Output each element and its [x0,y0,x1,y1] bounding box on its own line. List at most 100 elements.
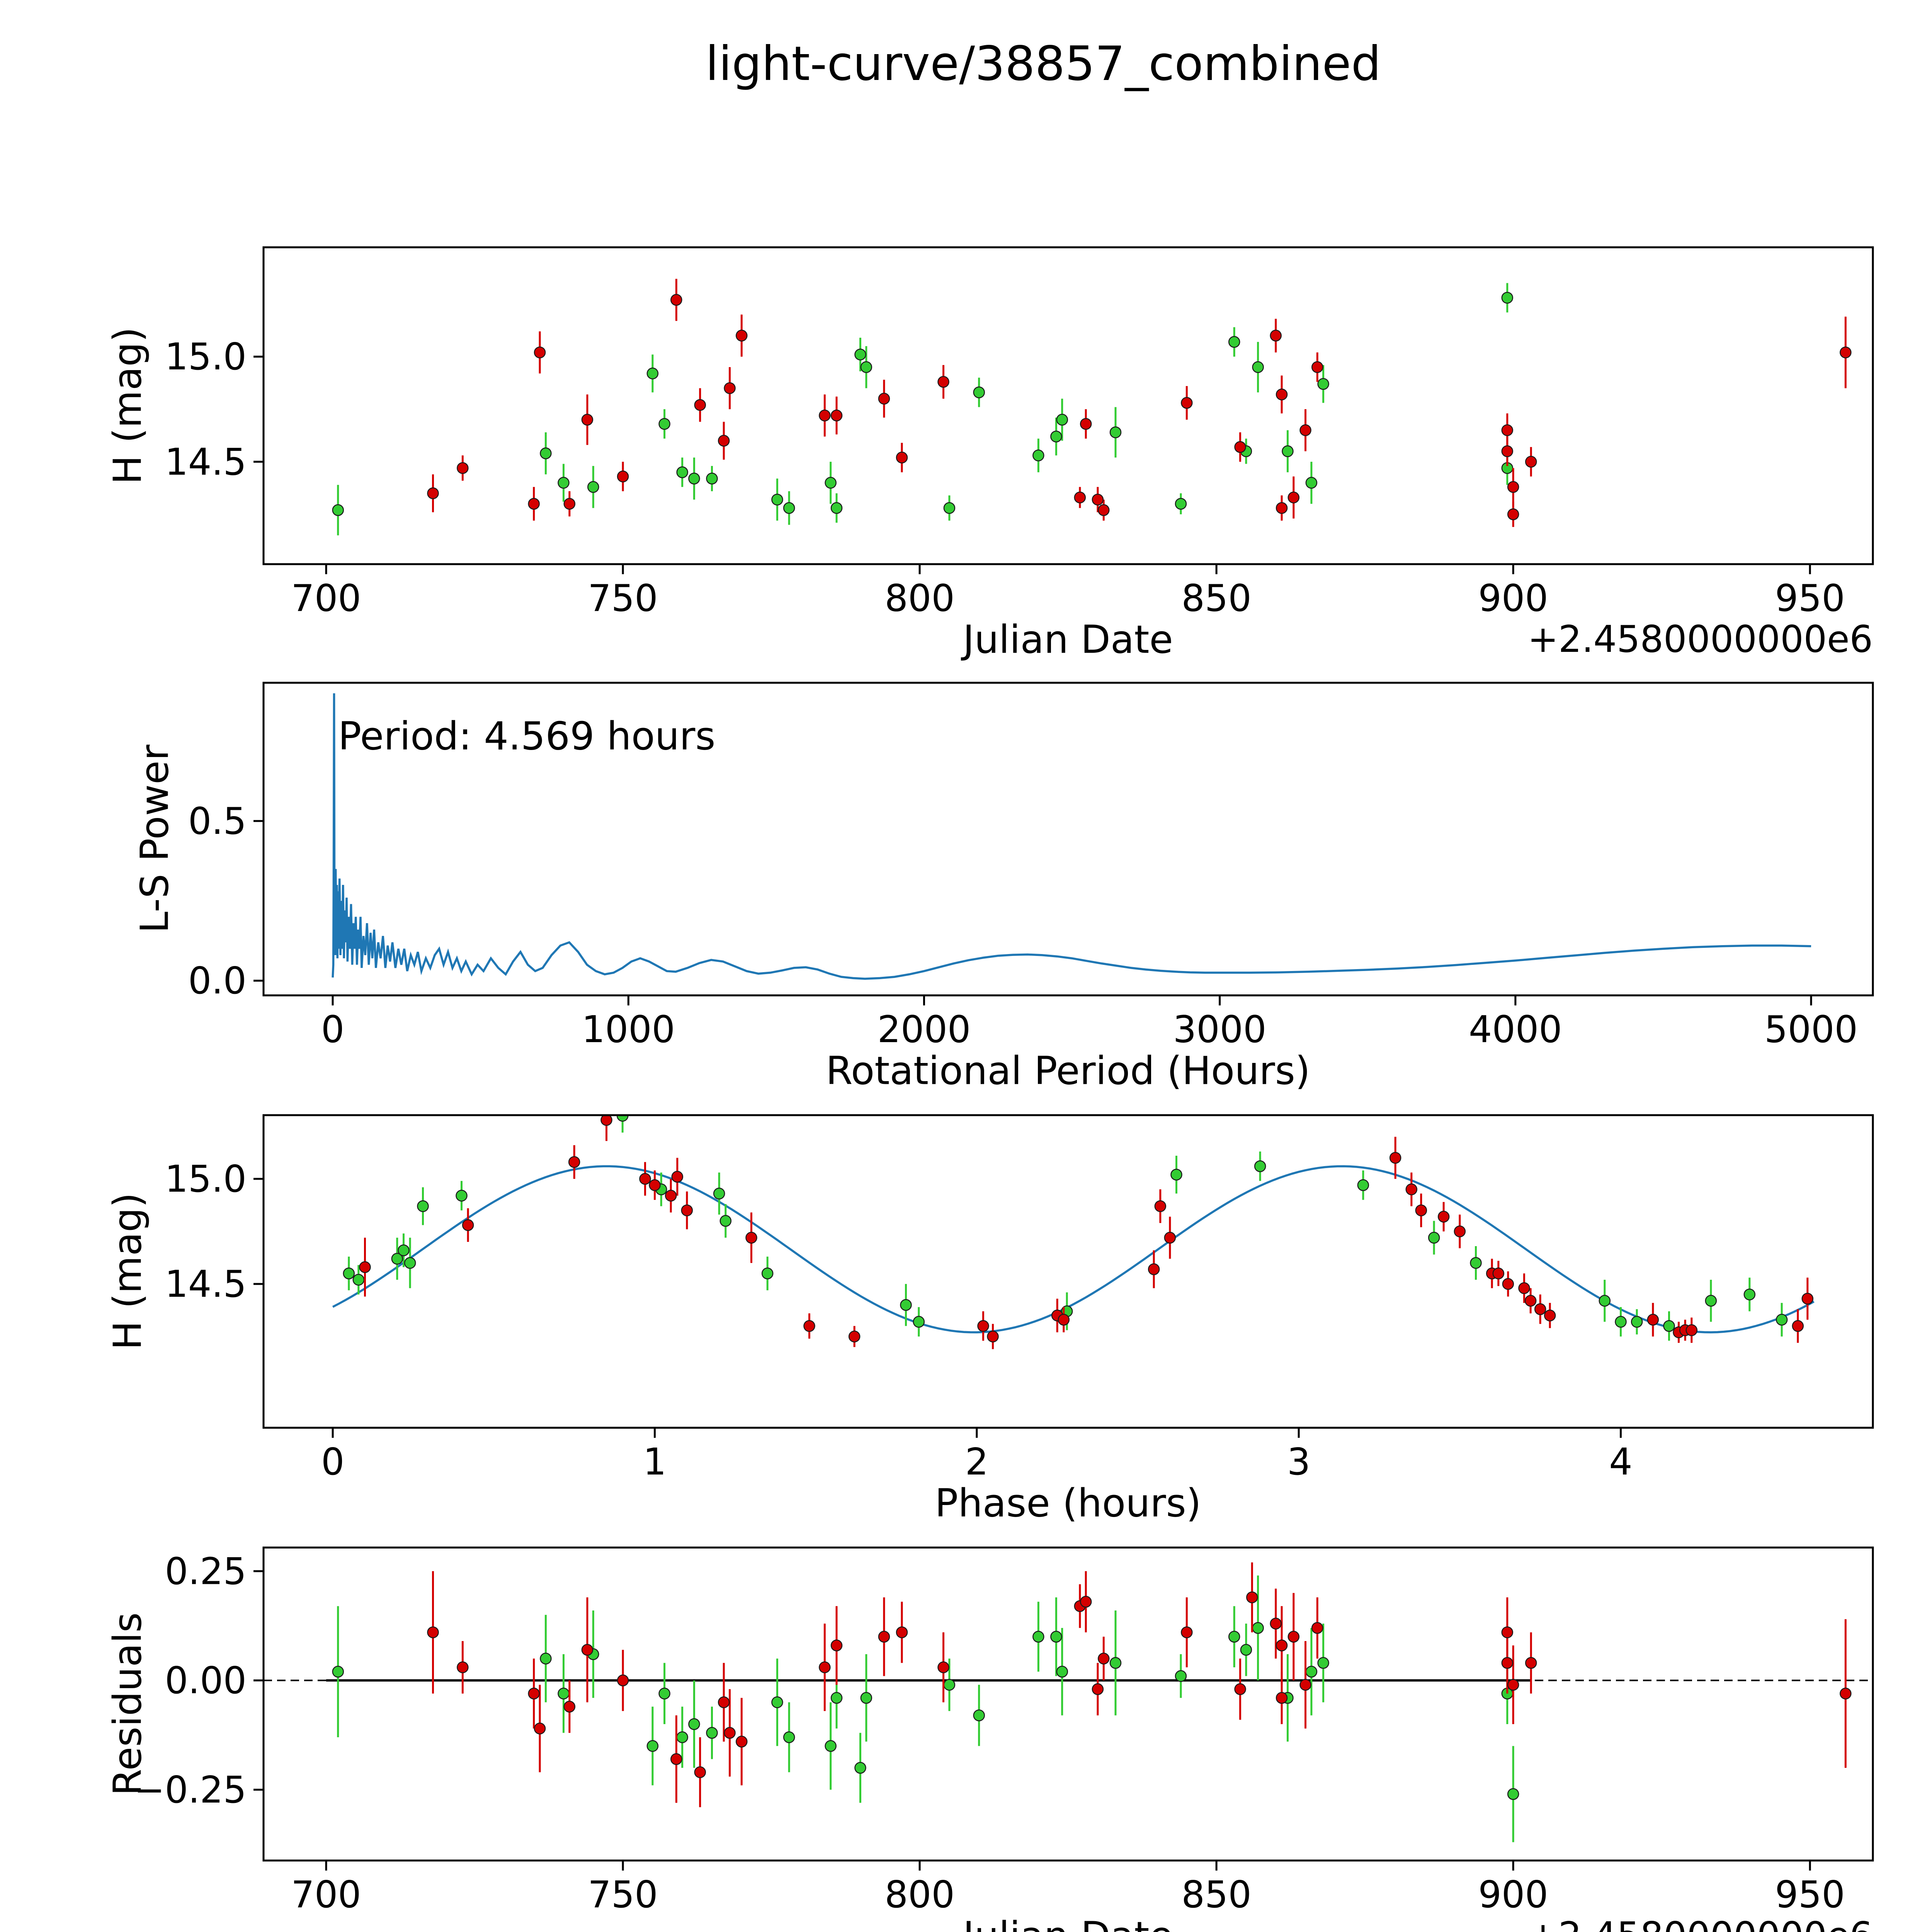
periodogram-line [332,693,1811,980]
sinusoid-fit-line [332,1165,1815,1333]
data-point-red [1518,1282,1530,1294]
data-point-red [462,1219,474,1231]
data-point-red [1507,481,1519,493]
data-point-red [1501,424,1514,436]
data-point-red [1502,1278,1514,1290]
data-point-red [1092,493,1104,506]
panel3-y-axis-label: H (mag) [105,1192,150,1350]
data-point-red [568,1156,580,1168]
data-point-green [825,477,837,489]
phased_lightcurve-x-tick-label: 0 [321,1441,344,1483]
jd_lightcurve-y-tick-label: 15.0 [165,336,247,378]
data-point-green [417,1200,429,1212]
periodogram-y-tick-label: 0.0 [188,960,247,1002]
data-point-red [1501,1626,1514,1638]
jd_lightcurve-x-tick-label: 850 [1181,577,1251,620]
data-point-red [1164,1231,1176,1244]
data-point-red [1074,492,1086,503]
data-point-green [1501,292,1514,304]
data-point-red [639,1173,651,1185]
residuals-x-tick-label: 950 [1775,1874,1845,1916]
period-annotation: Period: 4.569 hours [338,713,716,759]
data-point-green [1228,336,1240,348]
data-point-green [1357,1179,1369,1191]
data-point-green [854,1762,866,1774]
data-point-green [1032,449,1044,461]
data-point-red [563,1701,576,1713]
data-point-green [719,1215,732,1227]
data-point-green [540,447,552,459]
data-point-red [359,1261,371,1273]
data-point-green [352,1274,365,1286]
residuals-x-tick-label: 900 [1478,1874,1548,1916]
jd_lightcurve-x-tick-label: 800 [884,577,954,620]
residuals-series-green [332,1575,1519,1842]
phased_lightcurve-series-green [343,1115,1788,1341]
periodogram-panel: 0 1000 2000 3000 4000 5000 0.0 0.5 [188,682,1874,1051]
data-point-red [617,470,629,483]
phased_lightcurve-x-tick-label: 4 [1609,1441,1632,1483]
data-point-red [1501,445,1514,457]
panel4-x-offset-label: +2.4580000000e6 [1527,1915,1873,1932]
data-point-red [878,1631,890,1643]
data-point-red [1276,1639,1288,1651]
data-point-red [1415,1204,1427,1216]
jd_lightcurve-series-red [427,279,1852,527]
residuals-y-tick-label: −0.25 [134,1769,247,1811]
panel4-x-axis-label: Julian Date [963,1913,1173,1932]
data-point-red [1801,1293,1814,1305]
panel4-y-axis-label: Residuals [105,1612,150,1796]
data-point-red [1270,1617,1282,1630]
data-point-green [783,1731,795,1743]
data-point-red [1437,1211,1450,1223]
data-point-green [1743,1288,1756,1301]
data-point-red [736,330,748,342]
phased_lightcurve-x-tick-label: 1 [643,1441,666,1483]
data-point-red [937,1661,949,1673]
data-point-green [973,1709,985,1721]
data-point-green [1428,1231,1440,1244]
data-point-red [736,1736,748,1748]
data-point-green [404,1257,416,1269]
data-point-red [1181,397,1193,409]
data-point-green [676,466,688,478]
data-point-green [1056,1666,1068,1678]
data-point-green [854,349,866,361]
panel2-y-axis-label: L-S Power [132,745,177,933]
data-point-red [1405,1183,1418,1196]
data-point-green [706,473,718,485]
data-point-green [332,504,344,516]
data-point-green [1252,361,1264,373]
residuals-x-tick-label: 750 [588,1874,658,1916]
data-point-green [830,1692,843,1704]
data-point-red [1544,1310,1556,1321]
data-point-green [332,1666,344,1678]
data-point-red [600,1115,612,1126]
data-point-red [1501,1657,1514,1669]
data-point-red [1792,1320,1804,1332]
data-point-red [1148,1263,1160,1276]
data-point-green [646,367,659,379]
data-point-green [913,1316,925,1328]
data-point-green [558,1687,570,1700]
data-point-green [1599,1295,1611,1307]
data-point-green [688,1718,700,1730]
data-point-green [1254,1160,1266,1172]
data-point-red [1181,1626,1193,1638]
jd_lightcurve-axes-frame [262,246,1874,565]
data-point-green [825,1740,837,1752]
data-point-red [1647,1314,1659,1326]
data-point-red [1299,1679,1311,1691]
data-point-green [783,502,795,514]
residuals-y-tick-label: 0.00 [165,1660,247,1702]
jd_lightcurve-x-tick-label: 750 [588,577,658,620]
data-point-green [343,1267,355,1279]
data-point-red [1270,330,1282,342]
data-point-red [718,435,730,447]
data-point-red [896,451,908,464]
data-point-red [1389,1152,1401,1164]
phased_lightcurve-series-red [359,1115,1814,1349]
data-point-green [1050,430,1062,442]
data-point-green [713,1187,725,1200]
data-point-green [1631,1316,1643,1328]
